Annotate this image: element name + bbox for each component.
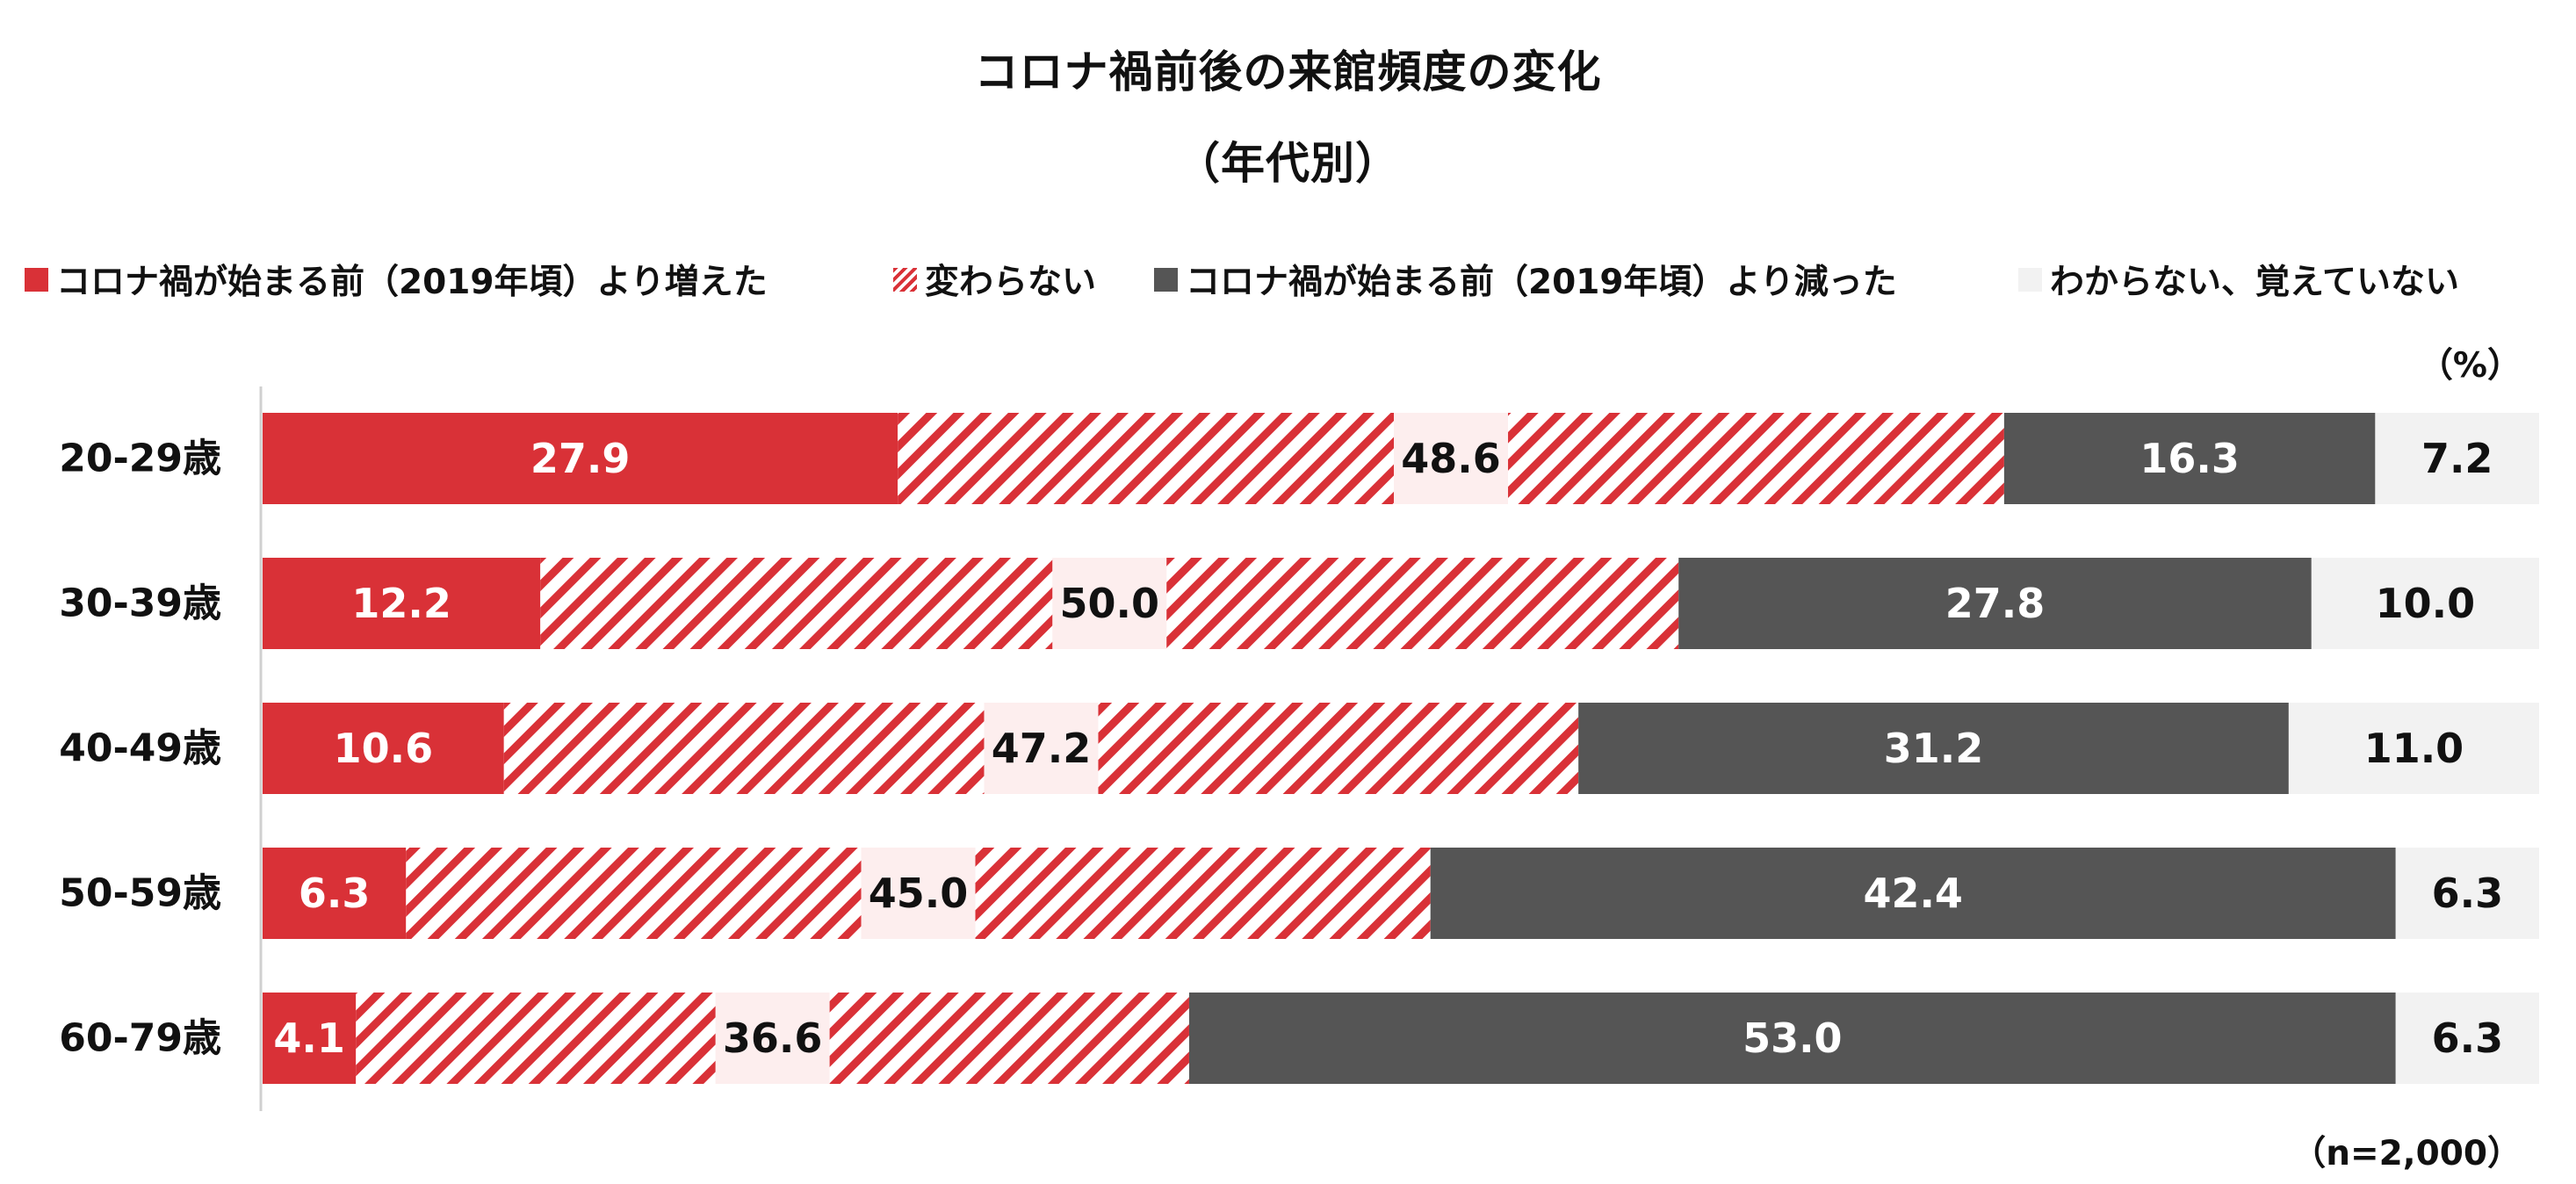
bar-value-label: 6.3 [2432, 870, 2504, 917]
unit-label: （%） [2418, 346, 2522, 386]
bar-value-label: 31.2 [1884, 725, 1984, 772]
bar-segment-unknown [2375, 413, 2539, 504]
legend-swatch-increased [25, 267, 48, 292]
legend-item-decreased: コロナ禍が始まる前（2019年頃）より減った [1154, 253, 1897, 306]
bar-segment-decreased [1578, 703, 2289, 794]
bar-value-label: 45.0 [869, 870, 969, 917]
category-label: 30-39歳 [59, 581, 221, 626]
bar-segment-decreased [2003, 413, 2376, 504]
bar-value-label: 36.6 [723, 1014, 823, 1062]
chart-subtitle: （年代別） [1176, 138, 1400, 189]
bar-value-backdrop [715, 993, 830, 1084]
bar-value-label: 48.6 [1401, 435, 1501, 482]
bar-segment-decreased [1188, 993, 2396, 1084]
legend-label-decreased: コロナ禍が始まる前（2019年頃）より減った [1186, 263, 1897, 302]
legend-item-unchanged: 変わらない [893, 253, 1096, 306]
bar-value-label: 27.9 [530, 435, 631, 482]
bar-segment-increased [263, 558, 541, 649]
category-labels: 20-29歳 30-39歳 40-49歳 50-59歳 60-79歳 [59, 437, 221, 1061]
bar-segment-decreased [1678, 558, 2312, 649]
legend-label-unknown: わからない、覚えていない [2050, 263, 2460, 302]
bar-value-label: 47.2 [992, 725, 1092, 772]
bar-value-label: 4.1 [273, 1014, 345, 1062]
bar-segment-unknown [2395, 993, 2539, 1084]
legend-swatch-unchanged [893, 267, 917, 292]
legend: コロナ禍が始まる前（2019年頃）より増えた 変わらない コロナ禍が始まる前（2… [0, 253, 2576, 306]
chart-title: コロナ禍前後の来館頻度の変化 [974, 47, 1602, 97]
bar-value-backdrop [861, 848, 976, 939]
bar-value-backdrop [1052, 558, 1167, 649]
sample-size-label: （n=2,000） [2291, 1134, 2522, 1173]
legend-swatch-unknown [2018, 267, 2042, 292]
legend-label-unchanged: 変わらない [925, 263, 1097, 302]
category-label: 20-29歳 [59, 437, 221, 481]
bar-value-backdrop [984, 703, 1099, 794]
bar-value-label: 53.0 [1743, 1014, 1843, 1062]
bar-value-label: 16.3 [2139, 435, 2240, 482]
legend-swatch-decreased [1154, 267, 1178, 292]
bar-value-label: 11.0 [2364, 725, 2464, 772]
bar-value-label: 7.2 [2421, 435, 2493, 482]
legend-item-unknown: わからない、覚えていない [2018, 253, 2459, 306]
bar-segment-increased [263, 703, 504, 794]
bar-value-label: 27.8 [1945, 580, 2046, 627]
legend-label-increased: コロナ禍が始まる前（2019年頃）より増えた [56, 263, 768, 302]
bar-value-label: 12.2 [351, 580, 451, 627]
bar-segment-unknown [2311, 558, 2539, 649]
category-label: 50-59歳 [59, 871, 221, 916]
bar-value-backdrop [1394, 413, 1509, 504]
bars-layer: 27.9 48.6 16.3 7.2 12.2 50.0 27.8 10.0 10.6 47.2 3… [263, 413, 2539, 1084]
bar-segment-increased [263, 413, 898, 504]
bar-segment-decreased [1430, 848, 2396, 939]
legend-item-increased: コロナ禍が始まる前（2019年頃）より増えた [25, 253, 768, 306]
bar-value-label: 10.6 [334, 725, 434, 772]
bar-segment-increased [263, 993, 357, 1084]
bar-segment-unknown [2395, 848, 2539, 939]
bar-value-label: 42.4 [1863, 870, 1963, 917]
bar-value-label: 6.3 [2432, 1014, 2504, 1062]
category-label: 60-79歳 [59, 1016, 221, 1061]
bar-value-label: 10.0 [2376, 580, 2476, 627]
bar-segment-increased [263, 848, 407, 939]
bar-value-label: 50.0 [1059, 580, 1159, 627]
category-label: 40-49歳 [59, 726, 221, 771]
bar-segment-unknown [2288, 703, 2539, 794]
bar-value-label: 6.3 [299, 870, 371, 917]
